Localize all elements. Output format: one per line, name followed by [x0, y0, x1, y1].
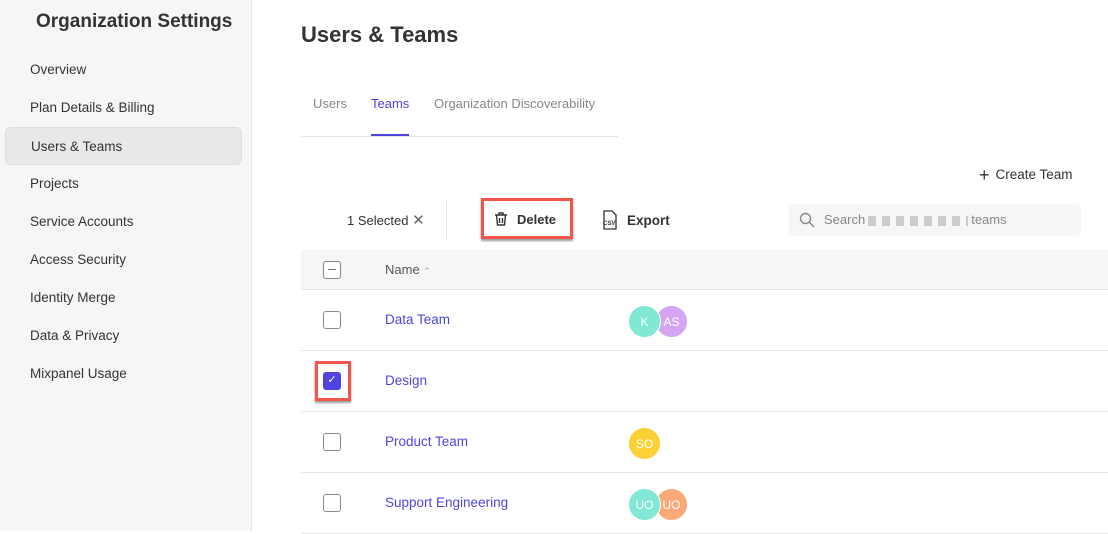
sidebar-item-access-security[interactable]: Access Security [30, 252, 127, 267]
divider [446, 200, 447, 240]
table-header: – Name ⌃ [301, 250, 1108, 290]
row-checkbox[interactable] [323, 433, 341, 451]
export-button[interactable]: CSV Export [601, 210, 670, 230]
create-team-label: Create Team [995, 167, 1073, 182]
svg-text:CSV: CSV [603, 221, 615, 227]
table-row: Data Team K AS [301, 290, 1108, 351]
tab-organization-discoverability[interactable]: Organization Discoverability [434, 96, 596, 111]
table-row: ✓ Design [301, 351, 1108, 412]
row-checkbox[interactable] [323, 494, 341, 512]
export-label: Export [627, 213, 670, 228]
table-row: Product Team SO [301, 412, 1108, 473]
sidebar-item-users-teams[interactable]: Users & Teams [5, 127, 242, 165]
sidebar-item-overview[interactable]: Overview [30, 62, 87, 77]
row-checkbox[interactable] [323, 311, 341, 329]
name-column-header[interactable]: Name ⌃ [385, 262, 431, 277]
selected-count: 1 Selected [347, 213, 409, 228]
clear-selection-icon[interactable]: ✕ [412, 212, 425, 229]
sidebar: Organization Settings Overview Plan Detai… [0, 0, 252, 531]
plus-icon: + [979, 165, 990, 185]
delete-button[interactable]: Delete [481, 198, 573, 239]
sidebar-item-mixpanel-usage[interactable]: Mixpanel Usage [30, 366, 127, 381]
team-name-link[interactable]: Support Engineering [385, 495, 509, 510]
select-all-checkbox[interactable]: – [323, 261, 341, 279]
sidebar-item-identity-merge[interactable]: Identity Merge [30, 290, 116, 305]
search-placeholder-suffix: teams [971, 212, 1007, 227]
create-team-button[interactable]: + Create Team [979, 165, 1073, 186]
delete-label: Delete [517, 212, 557, 227]
highlight-box [315, 361, 351, 401]
team-name-link[interactable]: Product Team [385, 434, 469, 449]
sort-icon: ⌃ [423, 266, 431, 276]
selection-indicator: 1 Selected ✕ [347, 211, 425, 229]
name-column-label: Name [385, 262, 420, 277]
sidebar-item-projects[interactable]: Projects [30, 176, 79, 191]
redacted-text [868, 215, 969, 226]
avatar: SO [628, 427, 661, 460]
sidebar-title: Organization Settings [36, 11, 233, 32]
csv-file-icon: CSV [603, 210, 617, 230]
page-title: Users & Teams [301, 22, 459, 47]
main: Users & Teams Users Teams Organization D… [252, 0, 1108, 534]
row-checkbox[interactable]: ✓ [323, 372, 341, 390]
sidebar-item-data-privacy[interactable]: Data & Privacy [30, 328, 120, 343]
tab-users[interactable]: Users [313, 96, 347, 111]
tabs: Users Teams Organization Discoverability [301, 88, 618, 137]
team-name-link[interactable]: Data Team [385, 312, 451, 327]
sidebar-item-plan-details-billing[interactable]: Plan Details & Billing [30, 100, 155, 115]
table-row: Support Engineering UO UO [301, 473, 1108, 534]
avatar: K [628, 305, 661, 338]
trash-icon [495, 212, 507, 226]
search-input[interactable]: Search teams [789, 204, 1081, 236]
sidebar-item-service-accounts[interactable]: Service Accounts [30, 214, 134, 229]
search-icon [799, 212, 815, 228]
team-name-link[interactable]: Design [385, 373, 428, 388]
avatar: UO [628, 488, 661, 521]
tab-teams[interactable]: Teams [371, 96, 410, 136]
search-placeholder-prefix: Search [824, 212, 866, 227]
